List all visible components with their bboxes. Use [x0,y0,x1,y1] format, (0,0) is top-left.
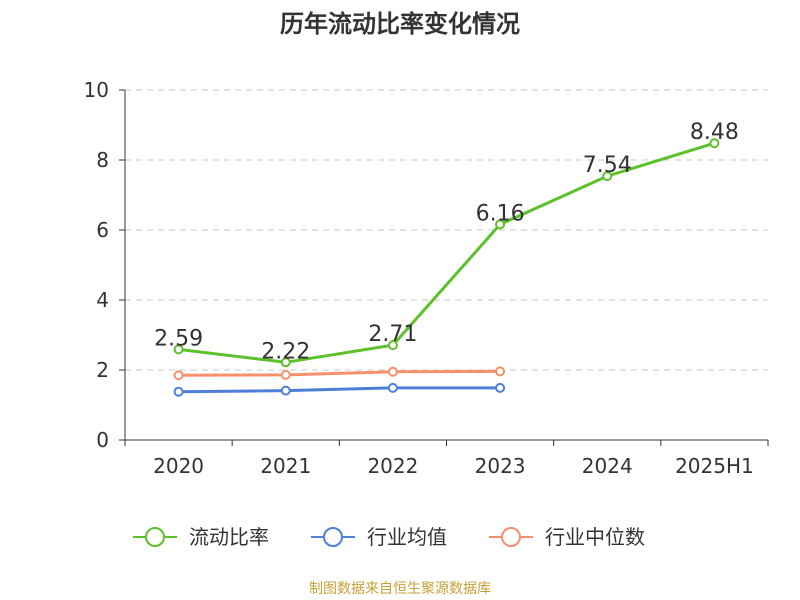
data-point [173,386,184,397]
series-line [177,369,502,377]
legend-label: 流动比率 [189,525,269,549]
legend-item: 行业中位数 [489,525,645,549]
data-point [173,344,184,355]
data-point [280,369,291,380]
data-labels: 2.59 2.22 2.71 6.16 7.54 8.48 [154,120,739,364]
x-tick-label: 2025H1 [675,454,754,478]
x-tick-label: 2020 [153,454,204,478]
x-tick-label: 2021 [260,454,311,478]
gridlines [125,89,768,371]
legend-marker [501,527,521,547]
series-lines [173,138,720,397]
y-tick-label: 10 [84,78,109,102]
source-note: 制图数据来自恒生聚源数据库 [309,581,491,597]
data-label: 7.54 [583,153,632,178]
series-line [177,386,502,394]
data-label: 2.71 [368,322,417,347]
legend-item: 流动比率 [133,525,269,549]
y-tick-label: 4 [96,288,109,312]
y-tick-label: 0 [96,428,109,452]
data-point [495,382,506,393]
data-point [280,385,291,396]
legend-marker [145,527,165,547]
legend: 流动比率 行业均值 行业中位数 [133,525,645,549]
y-tick-label: 8 [96,148,109,172]
x-tick-label: 2022 [367,454,418,478]
data-point [387,382,398,393]
x-tick-label: 2023 [475,454,526,478]
data-point [495,219,506,230]
data-point [280,357,291,368]
legend-label: 行业均值 [367,525,447,549]
data-point [173,370,184,381]
data-label: 8.48 [690,120,739,145]
series-line [177,141,716,364]
legend-label: 行业中位数 [545,525,645,549]
legend-item: 行业均值 [311,525,447,549]
chart-title: 历年流动比率变化情况 [280,10,520,38]
data-point [495,366,506,377]
data-point [602,171,613,182]
axes: 0 2 4 6 8 10 2020 2021 2022 2023 2024 2025H1 [84,78,769,478]
data-label: 2.22 [261,339,310,364]
data-point [709,138,720,149]
y-tick-label: 2 [96,358,109,382]
legend-marker [323,527,343,547]
y-tick-label: 6 [96,218,109,242]
data-label: 2.59 [154,326,203,351]
data-point [387,366,398,377]
data-point [387,340,398,351]
data-label: 6.16 [476,201,525,226]
x-tick-label: 2024 [582,454,633,478]
